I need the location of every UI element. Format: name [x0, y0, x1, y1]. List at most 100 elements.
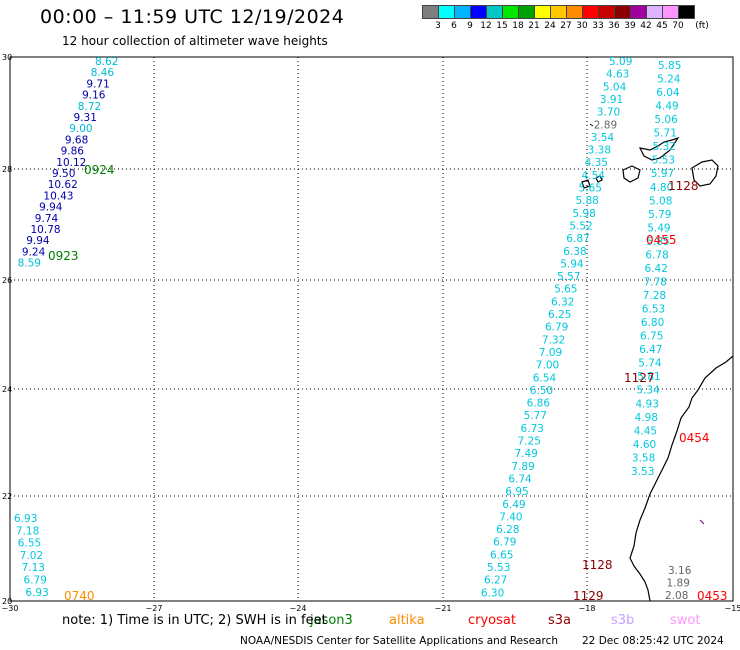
wave-height-label: 5.98 [572, 208, 595, 220]
pass-time-label: 0740 [64, 589, 95, 603]
satellite-source-label: cryosat [468, 613, 516, 628]
legend-label: 45 [656, 21, 668, 31]
wave-height-label: 10.62 [48, 179, 78, 191]
wave-height-label: 7.32 [542, 334, 565, 346]
wave-height-label: 3.70 [597, 107, 620, 119]
pass-time-label: 0454 [679, 431, 710, 445]
wave-height-label: 5.57 [557, 271, 580, 283]
lon-tick-label: −27 [146, 604, 163, 613]
wave-height-label: 5.53 [652, 155, 675, 167]
wave-height-label: 7.49 [514, 448, 537, 460]
pass-time-label: 1127 [624, 371, 655, 385]
wave-height-label: 5.65 [554, 284, 577, 296]
wave-height-label: 4.80 [650, 182, 673, 194]
legend-label: 36 [608, 21, 620, 31]
legend-label: 3 [435, 21, 441, 31]
island-fuerteventura [691, 159, 719, 187]
wave-height-label: 6.42 [645, 263, 668, 275]
wave-height-label: 5.94 [560, 258, 584, 270]
wave-height-label: 7.25 [518, 436, 541, 448]
legend-swatch [678, 5, 695, 19]
color-legend: 3 6 9 12 15 18 21 24 27 30 33 36 39 42 45 70 (ft) [422, 5, 709, 33]
wave-height-label: 5.65 [579, 183, 602, 195]
wave-height-label: 5.88 [575, 195, 598, 207]
wave-height-label: 6.53 [642, 304, 665, 316]
wave-height-label: 5.71 [654, 128, 677, 140]
lat-tick-label: 20 [2, 597, 12, 606]
wave-height-label: 5.85 [658, 60, 681, 72]
wave-height-label: 9.00 [69, 123, 92, 135]
legend-labels: 3 6 9 12 15 18 21 24 27 30 33 36 39 42 45 70 (ft) [422, 21, 709, 33]
lat-tick-label: 26 [2, 276, 12, 285]
wave-height-label: 6.38 [563, 246, 586, 258]
wave-height-label: 5.49 [647, 222, 670, 234]
wave-height-label: 4.93 [636, 398, 659, 410]
wave-height-label: 5.77 [524, 410, 547, 422]
wave-height-label: 6.28 [496, 524, 519, 536]
lat-tick-label: 24 [2, 385, 12, 394]
lon-tick-label: −21 [435, 604, 452, 613]
wave-height-label: 6.79 [24, 575, 47, 587]
legend-label: 42 [640, 21, 652, 31]
wave-height-label: 7.09 [539, 347, 562, 359]
coast-mark [589, 123, 594, 127]
wave-height-label: 5.97 [651, 168, 674, 180]
wave-height-label: 5.34 [636, 385, 660, 397]
wave-height-label: 5.85 [646, 236, 669, 248]
wave-height-label: 9.16 [82, 90, 106, 102]
wave-height-label: 6.87 [566, 233, 589, 245]
legend-label: 18 [512, 21, 524, 31]
legend-label: 12 [480, 21, 492, 31]
wave-height-label: 9.74 [35, 213, 59, 225]
satellite-source-label: s3b [611, 613, 634, 628]
pass-time-label: 1128 [582, 558, 613, 572]
wave-height-label: 5.24 [657, 74, 681, 86]
wave-height-label: 7.78 [644, 276, 667, 288]
wave-height-label: 7.28 [643, 290, 666, 302]
wave-height-label: 6.75 [640, 331, 663, 343]
island-la-palma [581, 179, 591, 189]
pass-time-label: 0924 [84, 163, 115, 177]
wave-height-label: 5.04 [603, 81, 627, 93]
wave-height-label: 2.08 [665, 590, 688, 602]
legend-label: 70 [672, 21, 684, 31]
lat-tick-label: 28 [2, 165, 12, 174]
wave-height-label: 8.59 [18, 258, 41, 270]
legend-label: 27 [560, 21, 572, 31]
island-la-gomera [595, 175, 603, 183]
wave-height-label: 3.16 [668, 565, 692, 577]
wave-height-label: 5.06 [654, 114, 678, 126]
wave-height-label: 3.91 [600, 94, 623, 106]
wave-height-label: 7.89 [511, 461, 534, 473]
wave-height-label: 4.98 [635, 412, 658, 424]
wave-height-label: 6.47 [639, 344, 662, 356]
legend-label: 9 [467, 21, 473, 31]
wave-height-label: 6.80 [641, 317, 664, 329]
wave-height-label: 5.08 [649, 195, 672, 207]
pass-time-label: 0455 [646, 233, 677, 247]
wave-height-label: 9.24 [22, 246, 46, 258]
wave-height-label: 5.81 [637, 371, 660, 383]
lon-tick-label: −24 [290, 604, 307, 613]
wave-height-label: 8.46 [91, 67, 115, 79]
wave-height-label: 9.68 [65, 134, 88, 146]
lat-tick-label: 22 [2, 492, 12, 501]
wave-height-label: 6.25 [548, 309, 571, 321]
legend-label: 30 [576, 21, 588, 31]
map-frame [9, 56, 734, 602]
wave-height-label: 4.35 [585, 157, 608, 169]
wave-height-label: 6.30 [481, 587, 504, 599]
lon-tick-label: −18 [579, 604, 596, 613]
wave-height-label: 5.32 [653, 141, 676, 153]
pass-time-label: 1129 [573, 589, 604, 603]
wave-height-label: 6.86 [527, 398, 551, 410]
generated-timestamp: 22 Dec 08:25:42 UTC 2024 [582, 635, 724, 647]
wave-height-label: 10.12 [56, 157, 86, 169]
page-subtitle: 12 hour collection of altimeter wave hei… [62, 34, 328, 48]
wave-height-label: 9.71 [86, 78, 109, 90]
wave-height-label: 6.74 [508, 473, 532, 485]
island-tenerife [638, 136, 680, 161]
wave-height-label: 7.13 [22, 562, 45, 574]
wave-height-label: 6.79 [493, 537, 516, 549]
